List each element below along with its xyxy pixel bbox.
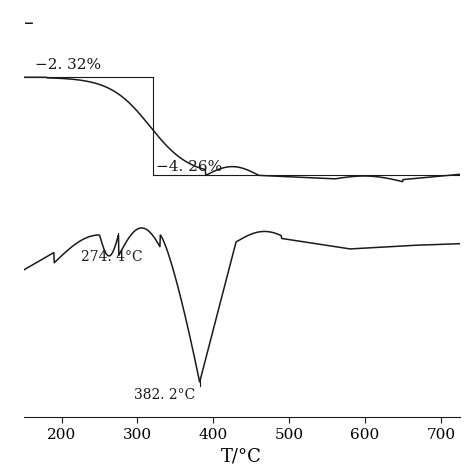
Text: –: – bbox=[24, 14, 34, 33]
Text: −2. 32%: −2. 32% bbox=[35, 57, 101, 72]
Text: −4. 26%: −4. 26% bbox=[155, 160, 222, 174]
Text: 274. 4°C: 274. 4°C bbox=[81, 250, 142, 264]
Text: 382. 2°C: 382. 2°C bbox=[134, 389, 195, 402]
X-axis label: T/°C: T/°C bbox=[221, 447, 262, 465]
